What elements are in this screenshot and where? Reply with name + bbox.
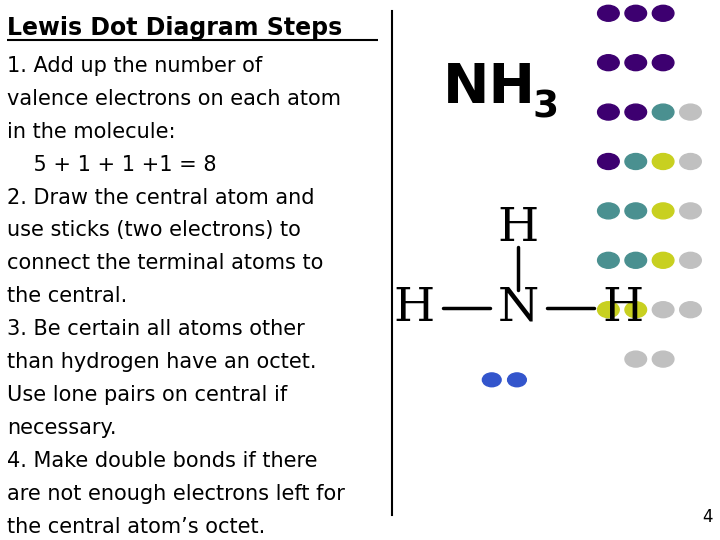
Circle shape bbox=[680, 104, 701, 120]
Circle shape bbox=[652, 351, 674, 367]
Text: N: N bbox=[498, 286, 539, 330]
Text: 4: 4 bbox=[702, 508, 713, 526]
Text: use sticks (two electrons) to: use sticks (two electrons) to bbox=[7, 220, 301, 240]
Text: H: H bbox=[498, 206, 539, 251]
Circle shape bbox=[680, 302, 701, 318]
Circle shape bbox=[598, 104, 619, 120]
Circle shape bbox=[680, 203, 701, 219]
Text: H: H bbox=[393, 286, 435, 330]
Circle shape bbox=[625, 351, 647, 367]
Text: 4. Make double bonds if there: 4. Make double bonds if there bbox=[7, 451, 318, 471]
Circle shape bbox=[652, 55, 674, 71]
Text: Use lone pairs on central if: Use lone pairs on central if bbox=[7, 385, 287, 405]
Text: valence electrons on each atom: valence electrons on each atom bbox=[7, 89, 341, 109]
Circle shape bbox=[680, 153, 701, 170]
Text: are not enough electrons left for: are not enough electrons left for bbox=[7, 484, 345, 504]
Circle shape bbox=[598, 203, 619, 219]
Circle shape bbox=[598, 55, 619, 71]
Circle shape bbox=[625, 153, 647, 170]
Circle shape bbox=[598, 252, 619, 268]
Circle shape bbox=[625, 104, 647, 120]
Text: NH: NH bbox=[443, 60, 536, 114]
Text: 5 + 1 + 1 +1 = 8: 5 + 1 + 1 +1 = 8 bbox=[7, 154, 217, 174]
Circle shape bbox=[652, 5, 674, 21]
Circle shape bbox=[625, 302, 647, 318]
Text: H: H bbox=[602, 286, 644, 330]
Text: 3. Be certain all atoms other: 3. Be certain all atoms other bbox=[7, 319, 305, 339]
Circle shape bbox=[598, 153, 619, 170]
Text: 3: 3 bbox=[533, 90, 559, 126]
Text: than hydrogen have an octet.: than hydrogen have an octet. bbox=[7, 352, 317, 372]
Text: 1. Add up the number of: 1. Add up the number of bbox=[7, 56, 263, 76]
Circle shape bbox=[508, 373, 526, 387]
Circle shape bbox=[625, 5, 647, 21]
Text: 2. Draw the central atom and: 2. Draw the central atom and bbox=[7, 187, 315, 207]
Circle shape bbox=[625, 203, 647, 219]
Text: in the molecule:: in the molecule: bbox=[7, 122, 176, 141]
Text: necessary.: necessary. bbox=[7, 418, 117, 438]
Circle shape bbox=[482, 373, 501, 387]
Circle shape bbox=[652, 302, 674, 318]
Text: the central.: the central. bbox=[7, 286, 127, 306]
Circle shape bbox=[652, 153, 674, 170]
Circle shape bbox=[625, 55, 647, 71]
Circle shape bbox=[652, 252, 674, 268]
Circle shape bbox=[680, 252, 701, 268]
Circle shape bbox=[652, 203, 674, 219]
Circle shape bbox=[598, 5, 619, 21]
Circle shape bbox=[598, 302, 619, 318]
Circle shape bbox=[625, 252, 647, 268]
Text: connect the terminal atoms to: connect the terminal atoms to bbox=[7, 253, 323, 273]
Text: Lewis Dot Diagram Steps: Lewis Dot Diagram Steps bbox=[7, 16, 343, 40]
Circle shape bbox=[652, 104, 674, 120]
Text: the central atom’s octet.: the central atom’s octet. bbox=[7, 517, 266, 537]
